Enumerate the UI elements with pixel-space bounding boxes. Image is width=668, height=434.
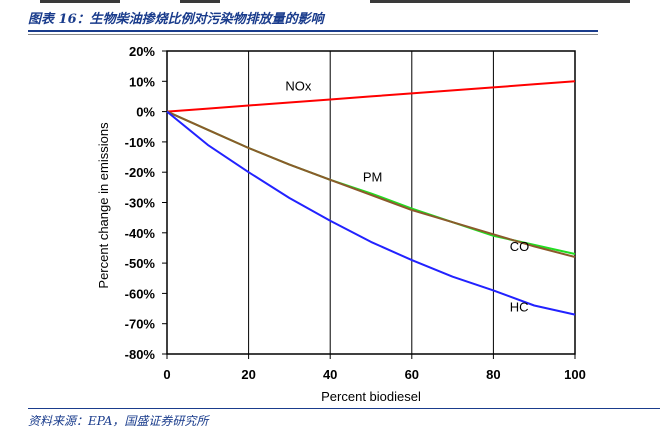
- series-line-hc: [166, 110, 576, 316]
- x-tick-label: 40: [323, 367, 337, 382]
- x-axis-label: Percent biodiesel: [321, 389, 421, 404]
- x-tick-label: 80: [486, 367, 500, 382]
- series-label-pm: PM: [363, 169, 383, 184]
- y-tick-label: -10%: [125, 135, 156, 150]
- x-tick-label: 20: [241, 367, 255, 382]
- footer-rule: [28, 408, 660, 409]
- x-tick-label: 0: [163, 367, 170, 382]
- top-strip-segment: [180, 0, 220, 3]
- y-tick-label: 20%: [129, 44, 155, 59]
- y-tick-label: -30%: [125, 196, 156, 211]
- x-tick-label: 60: [405, 367, 419, 382]
- series-label-nox: NOx: [285, 78, 312, 93]
- title-rule: [28, 30, 598, 32]
- y-tick-label: -40%: [125, 226, 156, 241]
- title-rule-thin: [28, 34, 598, 35]
- x-tick-label: 100: [564, 367, 586, 382]
- series-label-hc: HC: [510, 300, 529, 315]
- series-line-nox: [166, 80, 576, 113]
- plot-area: [167, 51, 575, 354]
- y-tick-label: 0%: [136, 105, 155, 120]
- series-line-co: [166, 110, 576, 258]
- top-strip: [0, 0, 668, 4]
- y-tick-label: -60%: [125, 286, 156, 301]
- y-tick-label: 10%: [129, 74, 155, 89]
- y-axis-label: Percent change in emissions: [96, 122, 111, 289]
- top-strip-segment: [40, 0, 120, 3]
- source-note: 资料来源：EPA，国盛证券研究所: [28, 414, 209, 428]
- y-tick-label: -20%: [125, 165, 156, 180]
- top-strip-segment: [370, 0, 630, 3]
- figure-title: 图表 16：生物柴油掺烧比例对污染物排放量的影响: [28, 12, 324, 27]
- y-tick-label: -70%: [125, 317, 156, 332]
- y-tick-label: -80%: [125, 347, 156, 362]
- y-tick-label: -50%: [125, 256, 156, 271]
- series-label-co: CO: [510, 239, 529, 254]
